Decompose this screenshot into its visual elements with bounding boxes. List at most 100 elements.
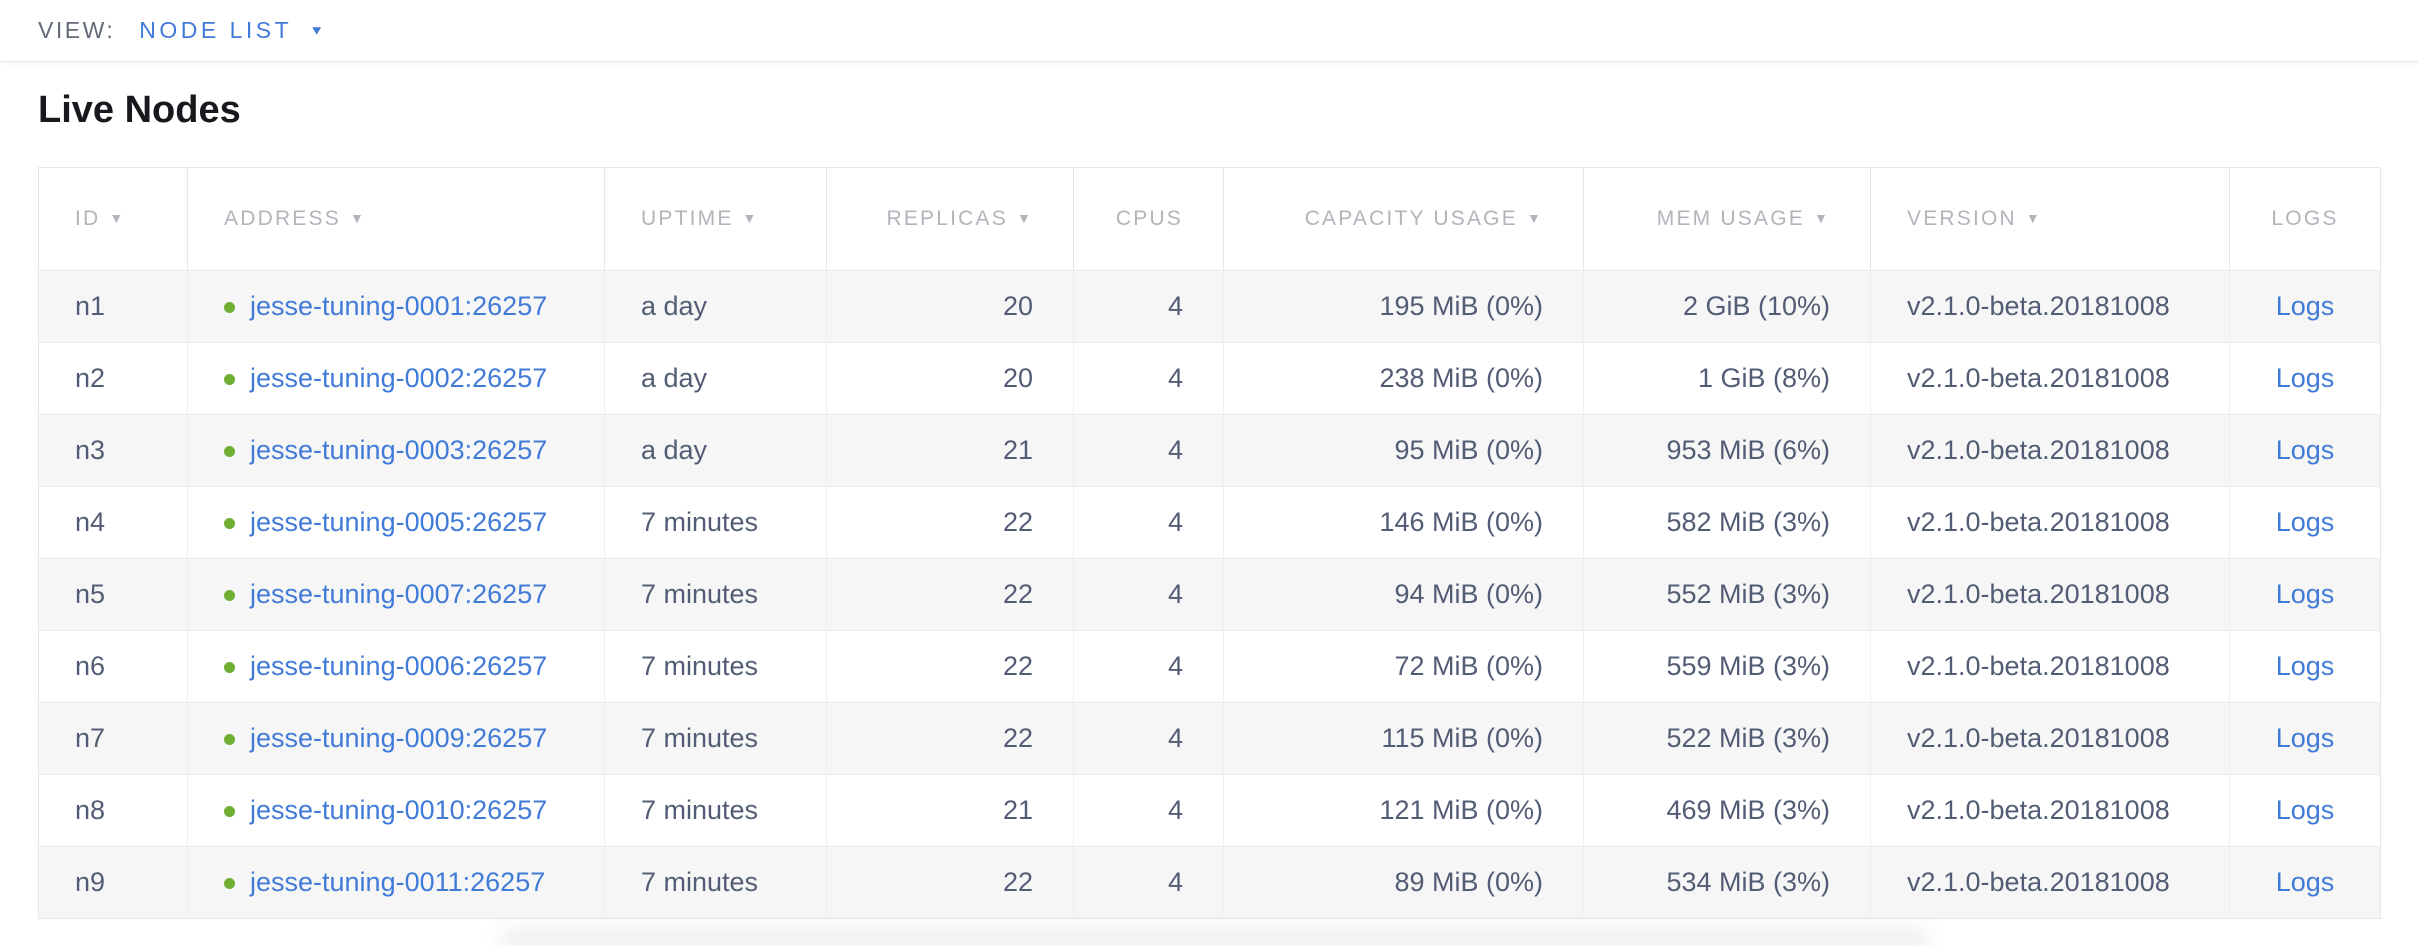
column-header-version[interactable]: VERSION ▼ <box>1870 167 2230 271</box>
logs-link[interactable]: Logs <box>2275 579 2335 609</box>
replicas-cell: 21 <box>826 774 1074 847</box>
replicas-value: 20 <box>1002 291 1033 321</box>
capacity-usage-cell: 89 MiB (0%) <box>1223 846 1584 919</box>
sort-desc-icon: ▼ <box>349 210 366 226</box>
version-value: v2.1.0-beta.20181008 <box>1907 435 2170 465</box>
id-cell: n7 <box>38 702 188 775</box>
version-value: v2.1.0-beta.20181008 <box>1907 867 2170 897</box>
uptime-value: 7 minutes <box>641 795 759 825</box>
node-live-status-icon <box>224 374 235 385</box>
id-cell: n5 <box>38 558 188 631</box>
node-address-link[interactable]: jesse-tuning-0007:26257 <box>250 579 548 609</box>
logs-link[interactable]: Logs <box>2275 435 2335 465</box>
capacity-usage-value: 146 MiB (0%) <box>1379 507 1543 537</box>
cpus-cell: 4 <box>1073 270 1224 343</box>
table-row: n3 jesse-tuning-0003:26257 a day 21 4 95 MiB … <box>38 414 2381 487</box>
version-cell: v2.1.0-beta.20181008 <box>1870 846 2230 919</box>
version-value: v2.1.0-beta.20181008 <box>1907 795 2170 825</box>
capacity-usage-value: 95 MiB (0%) <box>1394 435 1543 465</box>
id-value: n4 <box>75 507 106 537</box>
uptime-value: 7 minutes <box>641 867 759 897</box>
node-address-link[interactable]: jesse-tuning-0009:26257 <box>250 723 548 753</box>
id-value: n9 <box>75 867 106 897</box>
view-selector-bar: VIEW: NODE LIST ▼ <box>0 0 2418 62</box>
mem-usage-value: 469 MiB (3%) <box>1666 795 1830 825</box>
view-dropdown-value: NODE LIST <box>139 17 293 43</box>
cpus-cell: 4 <box>1073 486 1224 559</box>
table-header-row: ID ▼ ADDRESS ▼ UPTIME ▼ REPLICAS ▼ CPUS CAPACITY … <box>39 167 2381 271</box>
logs-link[interactable]: Logs <box>2275 867 2335 897</box>
cpus-value: 4 <box>1167 363 1183 393</box>
logs-link[interactable]: Logs <box>2275 795 2335 825</box>
capacity-usage-value: 115 MiB (0%) <box>1381 723 1543 753</box>
version-value: v2.1.0-beta.20181008 <box>1907 651 2170 681</box>
capacity-usage-value: 94 MiB (0%) <box>1394 579 1543 609</box>
mem-usage-value: 552 MiB (3%) <box>1666 579 1830 609</box>
table-row: n2 jesse-tuning-0002:26257 a day 20 4 238 MiB… <box>38 342 2381 415</box>
cpus-cell: 4 <box>1073 774 1224 847</box>
logs-link[interactable]: Logs <box>2275 291 2335 321</box>
capacity-usage-value: 195 MiB (0%) <box>1379 291 1543 321</box>
logs-link[interactable]: Logs <box>2275 723 2335 753</box>
id-value: n6 <box>75 651 106 681</box>
node-address-link[interactable]: jesse-tuning-0010:26257 <box>250 795 548 825</box>
id-cell: n6 <box>38 630 188 703</box>
column-header-replicas[interactable]: REPLICAS ▼ <box>826 167 1074 271</box>
cpus-value: 4 <box>1167 435 1183 465</box>
address-cell: jesse-tuning-0005:26257 <box>187 486 605 559</box>
logs-link[interactable]: Logs <box>2275 651 2335 681</box>
uptime-cell: 7 minutes <box>604 774 827 847</box>
mem-usage-value: 559 MiB (3%) <box>1666 651 1830 681</box>
id-value: n3 <box>75 435 106 465</box>
column-header-label: ADDRESS <box>224 207 341 230</box>
logs-cell: Logs <box>2229 774 2381 847</box>
logs-cell: Logs <box>2229 270 2381 343</box>
column-header-capacity-usage[interactable]: CAPACITY USAGE ▼ <box>1223 167 1584 271</box>
address-cell: jesse-tuning-0011:26257 <box>187 846 605 919</box>
column-header-label: UPTIME <box>641 207 734 230</box>
replicas-cell: 22 <box>826 558 1074 631</box>
node-address-link[interactable]: jesse-tuning-0001:26257 <box>250 291 548 321</box>
view-label: VIEW: <box>38 17 116 43</box>
cpus-cell: 4 <box>1073 702 1224 775</box>
node-address-link[interactable]: jesse-tuning-0002:26257 <box>250 363 548 393</box>
capacity-usage-cell: 115 MiB (0%) <box>1223 702 1584 775</box>
uptime-value: a day <box>641 291 708 321</box>
replicas-value: 22 <box>1002 651 1033 681</box>
version-value: v2.1.0-beta.20181008 <box>1907 507 2170 537</box>
replicas-value: 22 <box>1002 723 1033 753</box>
id-cell: n9 <box>38 846 188 919</box>
capacity-usage-cell: 238 MiB (0%) <box>1223 342 1584 415</box>
node-address-link[interactable]: jesse-tuning-0005:26257 <box>250 507 548 537</box>
column-header-label: CPUS <box>1115 207 1183 230</box>
cpus-cell: 4 <box>1073 414 1224 487</box>
node-address-link[interactable]: jesse-tuning-0006:26257 <box>250 651 548 681</box>
version-cell: v2.1.0-beta.20181008 <box>1870 558 2230 631</box>
uptime-value: a day <box>641 435 708 465</box>
uptime-cell: 7 minutes <box>604 558 827 631</box>
address-cell: jesse-tuning-0003:26257 <box>187 414 605 487</box>
mem-usage-cell: 534 MiB (3%) <box>1583 846 1871 919</box>
capacity-usage-cell: 146 MiB (0%) <box>1223 486 1584 559</box>
uptime-cell: 7 minutes <box>604 486 827 559</box>
node-address-link[interactable]: jesse-tuning-0011:26257 <box>250 867 546 897</box>
node-address-link[interactable]: jesse-tuning-0003:26257 <box>250 435 548 465</box>
logs-link[interactable]: Logs <box>2275 363 2335 393</box>
replicas-value: 20 <box>1002 363 1033 393</box>
address-cell: jesse-tuning-0006:26257 <box>187 630 605 703</box>
mem-usage-cell: 559 MiB (3%) <box>1583 630 1871 703</box>
mem-usage-cell: 582 MiB (3%) <box>1583 486 1871 559</box>
uptime-cell: 7 minutes <box>604 630 827 703</box>
column-header-mem-usage[interactable]: MEM USAGE ▼ <box>1583 167 1871 271</box>
capacity-usage-cell: 94 MiB (0%) <box>1223 558 1584 631</box>
column-header-id[interactable]: ID ▼ <box>39 168 188 271</box>
id-cell: n8 <box>38 774 188 847</box>
table-row: n8 jesse-tuning-0010:26257 7 minutes 21 4 121… <box>38 774 2381 847</box>
node-live-status-icon <box>224 590 235 601</box>
logs-link[interactable]: Logs <box>2275 507 2335 537</box>
view-dropdown[interactable]: NODE LIST ▼ <box>139 17 324 44</box>
cpus-value: 4 <box>1167 507 1183 537</box>
column-header-address[interactable]: ADDRESS ▼ <box>187 167 605 271</box>
column-header-uptime[interactable]: UPTIME ▼ <box>604 167 827 271</box>
capacity-usage-cell: 195 MiB (0%) <box>1223 270 1584 343</box>
